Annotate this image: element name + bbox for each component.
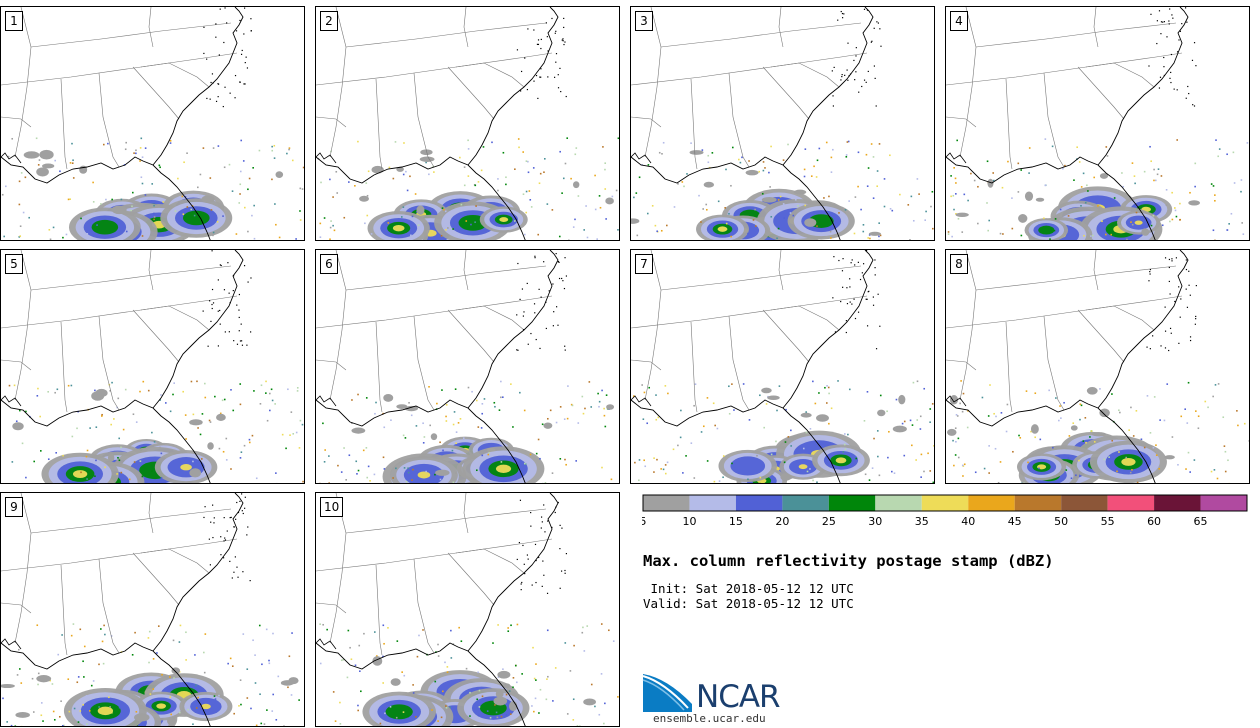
- map-svg: [316, 493, 619, 726]
- colorbar-tick-label: 50: [1054, 515, 1068, 528]
- colorbar-tick-label: 20: [775, 515, 789, 528]
- colorbar-tick-label: 25: [822, 515, 836, 528]
- colorbar-segment: [1107, 495, 1155, 511]
- stamp-panel-4: 4: [945, 6, 1250, 241]
- colorbar-tick-label: 45: [1008, 515, 1022, 528]
- stamp-panel-1: 1: [0, 6, 305, 241]
- map-svg: [631, 250, 934, 483]
- reflectivity-field: [8, 380, 304, 483]
- stamp-panel-5: 5: [0, 249, 305, 484]
- reflectivity-field: [632, 380, 934, 483]
- panel-number: 2: [320, 11, 338, 31]
- colorbar-segment: [1154, 495, 1201, 511]
- stamp-panel-7: 7: [630, 249, 935, 484]
- map-svg: [316, 250, 615, 483]
- reflectivity-field: [319, 380, 615, 483]
- map-geography: [1, 493, 251, 726]
- reflectivity-field: [1, 623, 300, 726]
- map-svg: [1, 7, 304, 240]
- panel-number: 4: [950, 11, 968, 31]
- map-svg: [1, 493, 300, 726]
- reflectivity-field: [317, 137, 619, 240]
- panel-number: 1: [5, 11, 23, 31]
- colorbar-segment: [689, 495, 736, 511]
- colorbar-segment: [875, 495, 922, 511]
- reflectivity-field: [631, 140, 934, 240]
- map-geography: [316, 250, 568, 483]
- panel-number: 9: [5, 497, 23, 517]
- map-svg: [946, 250, 1249, 483]
- map-geography: [631, 7, 882, 240]
- colorbar-tick-label: 65: [1194, 515, 1208, 528]
- map-svg: [946, 7, 1249, 240]
- colorbar-tick-label: 35: [915, 515, 929, 528]
- panel-number: 5: [5, 254, 23, 274]
- colorbar-segment: [828, 495, 876, 511]
- colorbar-tick-label: 55: [1101, 515, 1115, 528]
- colorbar-tick-label: 5: [642, 515, 647, 528]
- map-geography: [946, 7, 1197, 240]
- panel-number: 10: [320, 497, 344, 517]
- colorbar-segment: [1061, 495, 1108, 511]
- colorbar-segment: [968, 495, 1015, 511]
- stamp-panel-10: 10: [315, 492, 620, 727]
- colorbar-frame: [642, 494, 1248, 512]
- map-svg: [1, 250, 304, 483]
- colorbar-segment: [1200, 495, 1247, 511]
- map-svg: [316, 7, 619, 240]
- panel-number: 6: [320, 254, 338, 274]
- stamp-panel-3: 3: [630, 6, 935, 241]
- colorbar-legend: 5 10 15 20 25 30 35 40 45 50 55 60 65: [642, 494, 1248, 528]
- stamp-panel-9: 9: [0, 492, 305, 727]
- init-time: Init: Sat 2018-05-12 12 UTC: [643, 581, 854, 596]
- reflectivity-field: [1, 137, 304, 240]
- reflectivity-field: [947, 380, 1249, 483]
- map-geography: [1, 250, 252, 483]
- reflectivity-field: [947, 138, 1249, 240]
- stamp-panel-8: 8: [945, 249, 1250, 484]
- panel-number: 8: [950, 254, 968, 274]
- reflectivity-field: [319, 623, 619, 726]
- map-geography: [946, 250, 1197, 483]
- map-geography: [631, 250, 881, 483]
- colorbar-segment: [921, 495, 969, 511]
- colorbar-tick-label: 40: [961, 515, 975, 528]
- colorbar-tick-label: 60: [1147, 515, 1161, 528]
- plot-title: Max. column reflectivity postage stamp (…: [643, 552, 1054, 570]
- colorbar-segment: [643, 495, 690, 511]
- colorbar-tick-label: 15: [729, 515, 743, 528]
- map-geography: [1, 7, 252, 240]
- stamp-panel-2: 2: [315, 6, 620, 241]
- panel-number: 3: [635, 11, 653, 31]
- panel-number: 7: [635, 254, 653, 274]
- valid-time: Valid: Sat 2018-05-12 12 UTC: [643, 596, 854, 611]
- map-geography: [316, 493, 568, 726]
- logo-wordmark: NCAR: [696, 679, 781, 715]
- map-geography: [316, 7, 567, 240]
- logo-url: ensemble.ucar.edu: [653, 712, 766, 725]
- colorbar-segment: [782, 495, 829, 511]
- colorbar-segment: [1014, 495, 1062, 511]
- colorbar-tick-label: 30: [868, 515, 882, 528]
- ncar-logo-icon: [642, 674, 692, 712]
- colorbar-tick-label: 10: [682, 515, 696, 528]
- colorbar-segment: [735, 495, 783, 511]
- map-svg: [631, 7, 934, 240]
- stamp-panel-6: 6: [315, 249, 620, 484]
